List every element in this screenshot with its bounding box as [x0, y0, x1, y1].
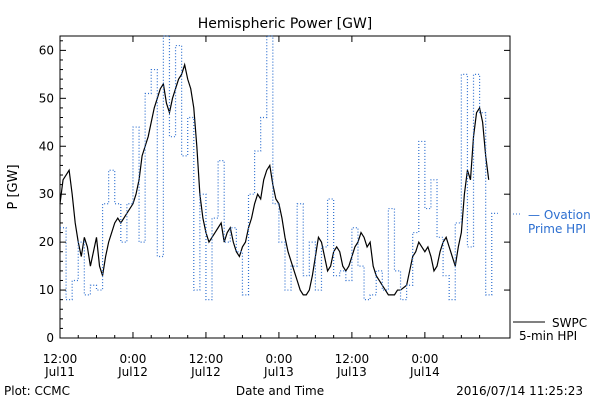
y-axis-label: P [GW]: [6, 164, 21, 209]
x-tick-label-date: Jul14: [409, 365, 440, 379]
y-tick-label: 60: [39, 43, 54, 57]
legend: — Ovation Prime HPI SWPC 5-min HPI: [513, 208, 591, 343]
legend-swpc-line2: 5-min HPI: [519, 329, 577, 343]
y-tick-label: 40: [39, 139, 54, 153]
x-tick-label-date: Jul12: [190, 365, 221, 379]
y-tick-label: 10: [39, 283, 54, 297]
plot-credit: Plot: CCMC: [4, 384, 70, 398]
chart-title: Hemispheric Power [GW]: [198, 16, 373, 32]
timestamp: 2016/07/14 11:25:23: [456, 384, 583, 398]
x-axis: 12:00Jul110:00Jul1212:00Jul120:00Jul1312…: [43, 36, 481, 379]
x-tick-label-date: Jul13: [263, 365, 294, 379]
y-tick-label: 30: [39, 187, 54, 201]
x-tick-label-time: 0:00: [119, 352, 146, 366]
legend-swpc-line1: SWPC: [552, 316, 587, 330]
y-axis: 0 10 20 30 40 50 60: [39, 40, 510, 345]
x-tick-label-time: 0:00: [265, 352, 292, 366]
x-tick-label-time: 12:00: [335, 352, 370, 366]
legend-ovation-line1: — Ovation: [528, 208, 591, 222]
plot-border: [59, 35, 511, 339]
series-swpc-5min-hpi: [59, 62, 490, 296]
y-tick-label: 0: [46, 331, 54, 345]
x-tick-label-time: 12:00: [43, 352, 78, 366]
x-tick-label-date: Jul12: [117, 365, 148, 379]
x-axis-label: Date and Time: [236, 384, 324, 398]
y-tick-label: 50: [39, 91, 54, 105]
x-tick-label-time: 12:00: [189, 352, 224, 366]
x-tick-label-time: 0:00: [411, 352, 438, 366]
legend-ovation-line2: Prime HPI: [528, 222, 586, 236]
x-tick-label-date: Jul11: [44, 365, 75, 379]
y-tick-label: 20: [39, 235, 54, 249]
x-tick-label-date: Jul13: [336, 365, 367, 379]
plot-frame: [59, 35, 511, 339]
series-layer: [59, 35, 498, 301]
